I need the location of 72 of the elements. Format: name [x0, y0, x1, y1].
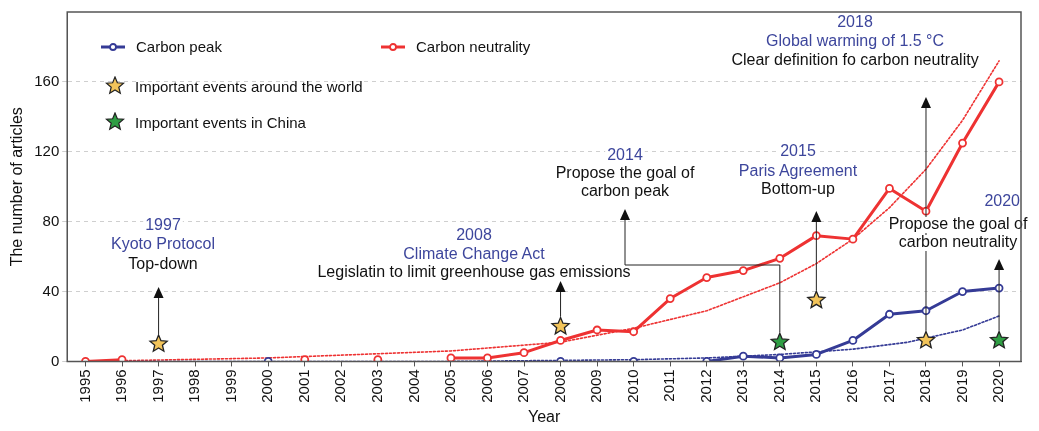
point	[702, 273, 712, 282]
x-tick-label: 2006	[477, 369, 495, 403]
point	[989, 330, 1009, 349]
annotation: 2014 Propose the goal of carbon peak	[555, 146, 695, 200]
point	[775, 253, 785, 263]
x-tick-label: 1997	[148, 369, 166, 403]
point	[885, 309, 894, 319]
point	[994, 77, 1004, 87]
x-tick-label: 2014	[769, 369, 787, 403]
point	[885, 184, 894, 193]
annotation: 2020 Propose the goal of carbon neutrality	[888, 192, 1028, 251]
y-tick-label: 80	[42, 211, 60, 229]
point	[811, 350, 821, 359]
x-tick-label: 2010	[623, 369, 641, 403]
x-tick-label: 2017	[879, 369, 897, 403]
point	[117, 355, 127, 362]
x-tick-label: 2003	[367, 369, 385, 403]
x-tick-label: 2001	[294, 369, 312, 403]
point	[665, 294, 675, 303]
point	[770, 332, 790, 351]
x-tick-label: 2020	[989, 369, 1007, 403]
annotation: 2015 Paris Agreement Bottom-up	[738, 142, 858, 198]
legend-label: Carbon peak	[136, 38, 222, 55]
x-tick-label: 2000	[258, 369, 276, 403]
x-tick-label: 2016	[843, 369, 861, 403]
x-tick-label: 2018	[916, 369, 934, 403]
point	[149, 334, 168, 352]
x-tick-label: 2009	[587, 369, 605, 403]
point	[373, 355, 383, 362]
point	[300, 355, 310, 362]
point	[958, 287, 967, 296]
legend-label: Carbon neutrality	[416, 38, 531, 55]
point	[738, 351, 748, 361]
x-tick-label: 2015	[806, 369, 824, 403]
x-tick-label: 2011	[660, 369, 678, 402]
point	[592, 325, 602, 335]
legend-label: Important events around the world	[135, 77, 363, 95]
x-axis-title: Year	[527, 407, 561, 425]
point	[916, 330, 936, 349]
point	[738, 266, 748, 275]
annotation: 2018 Global warming of 1.5 °C Clear definition fo carbon neutrality	[731, 13, 979, 69]
x-tick-label: 2005	[441, 369, 459, 403]
point	[483, 353, 492, 362]
x-tick-label: 1999	[221, 369, 239, 403]
point	[775, 353, 785, 362]
y-tick-label: 0	[50, 351, 60, 369]
y-tick-label: 120	[34, 141, 60, 159]
point	[848, 336, 858, 345]
point	[958, 138, 967, 148]
legend-label: Important events in China	[135, 113, 306, 131]
x-tick-label: 2008	[550, 369, 568, 403]
x-tick-label: 1995	[75, 369, 93, 403]
x-tick-label: 1998	[185, 369, 203, 403]
point	[556, 336, 565, 345]
point	[629, 327, 639, 337]
point	[807, 290, 826, 309]
annotation: 2008 Climate Change Act Legislatin to limit greenhouse gas emissions	[317, 226, 631, 281]
x-tick-label: 2012	[696, 369, 714, 403]
point	[551, 316, 570, 335]
y-tick-label: 40	[42, 281, 60, 299]
x-tick-label: 2004	[404, 369, 422, 403]
x-tick-label: 2007	[514, 369, 532, 403]
x-tick-label: 2019	[952, 369, 970, 403]
point	[519, 348, 529, 358]
x-tick-label: 2013	[733, 369, 751, 403]
point	[848, 234, 858, 244]
annotation: 1997 Kyoto Protocol Top-down	[110, 216, 216, 273]
y-tick-label: 160	[34, 72, 60, 90]
y-axis-title: The number of articles	[8, 107, 26, 267]
x-tick-label: 1996	[112, 369, 130, 403]
point	[446, 353, 456, 362]
x-tick-label: 2002	[331, 369, 349, 403]
